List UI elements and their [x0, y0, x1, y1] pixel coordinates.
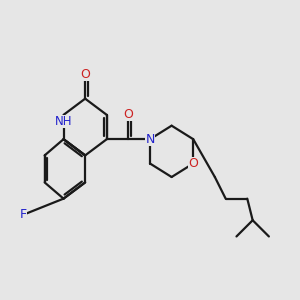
Text: F: F [20, 208, 27, 221]
Text: O: O [80, 68, 90, 81]
Text: NH: NH [55, 115, 72, 128]
Text: O: O [188, 157, 198, 170]
Text: O: O [123, 108, 133, 122]
Text: N: N [145, 133, 155, 146]
